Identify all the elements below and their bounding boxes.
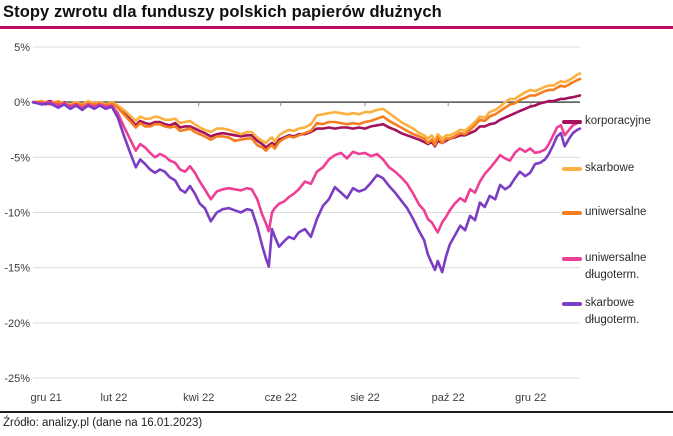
x-tick-label: gru 22	[515, 392, 546, 404]
series-line-skarbowe-dlugoterm	[31, 100, 582, 274]
y-tick-label: -5%	[10, 152, 30, 164]
series-line-skarbowe	[31, 72, 582, 145]
series-line-korporacyjne	[31, 94, 582, 149]
legend-label: skarbowe	[585, 160, 634, 177]
y-tick-label: -10%	[4, 208, 30, 220]
y-tick-label: -15%	[4, 263, 30, 275]
page-title: Stopy zwrotu dla funduszy polskich papie…	[3, 3, 442, 21]
x-tick-label: gru 21	[31, 392, 62, 404]
legend-item-uniwersalne: uniwersalne	[562, 204, 646, 221]
legend-swatch	[562, 257, 582, 261]
y-tick-label: -25%	[4, 373, 30, 385]
series-line-uniwersalne-dlugoterm	[31, 100, 582, 234]
y-tick-label: 5%	[14, 42, 30, 54]
legend-item-uniwersalne-dlugoterm: uniwersalne długoterm.	[562, 250, 646, 284]
x-tick-label: lut 22	[100, 392, 127, 404]
legend-label-line2: długoterm.	[585, 269, 640, 281]
title-underline-bar	[0, 26, 673, 29]
legend-swatch	[562, 120, 582, 124]
legend-item-skarbowe: skarbowe	[562, 160, 634, 177]
legend-label-line1: korporacyjne	[585, 115, 651, 127]
legend-swatch	[562, 211, 582, 215]
series-line-uniwersalne	[31, 77, 582, 152]
legend-label-line1: skarbowe	[585, 162, 635, 174]
footer-separator	[0, 411, 673, 413]
legend-label-line1: uniwersalne	[585, 206, 647, 218]
x-tick-label: cze 22	[265, 392, 297, 404]
legend-label-line2: długoterm.	[585, 314, 640, 326]
x-tick-label: paź 22	[432, 392, 465, 404]
y-tick-label: -20%	[4, 318, 30, 330]
legend-label: uniwersalne długoterm.	[585, 250, 646, 284]
legend-swatch	[562, 302, 582, 306]
legend-label: skarbowe długoterm.	[585, 295, 639, 329]
x-tick-label: sie 22	[350, 392, 379, 404]
x-tick-label: kwi 22	[183, 392, 214, 404]
legend-item-korporacyjne: korporacyjne	[562, 113, 651, 130]
legend-label-line1: skarbowe	[585, 297, 635, 309]
chart-legend: korporacyjne skarbowe uniwersalne uniwer…	[562, 0, 673, 360]
legend-label: korporacyjne	[585, 113, 651, 130]
legend-label-line1: uniwersalne	[585, 252, 647, 264]
source-note: Źródło: analizy.pl (dane na 16.01.2023)	[3, 417, 203, 429]
legend-swatch	[562, 167, 582, 171]
y-tick-label: 0%	[14, 97, 30, 109]
legend-item-skarbowe-dlugoterm: skarbowe długoterm.	[562, 295, 639, 329]
legend-label: uniwersalne	[585, 204, 646, 221]
